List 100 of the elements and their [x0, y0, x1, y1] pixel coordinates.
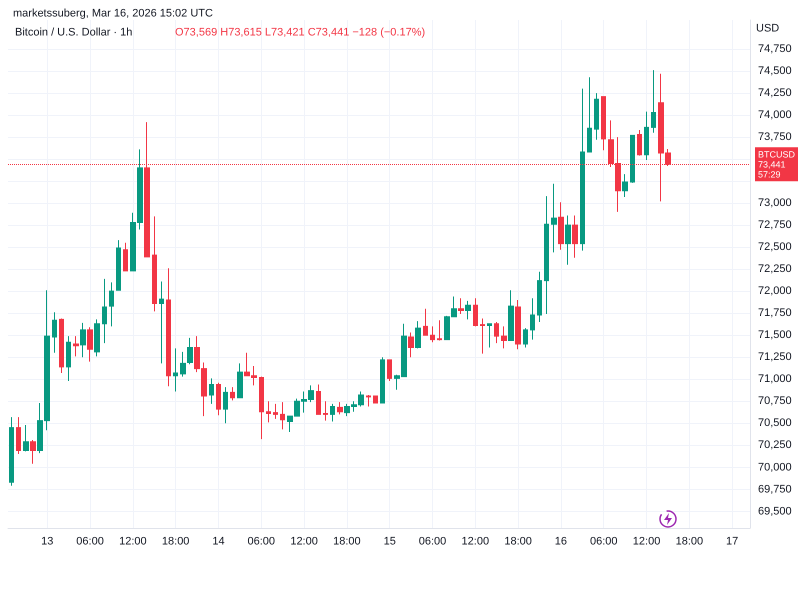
candlestick — [159, 280, 164, 364]
candlestick — [565, 214, 571, 266]
candlestick — [230, 386, 235, 401]
y-tick-label: 72,500 — [758, 241, 792, 254]
candlestick — [580, 88, 585, 252]
candlestick — [166, 268, 171, 387]
x-tick-label: 16 — [554, 536, 568, 548]
y-tick-label: 72,000 — [758, 285, 792, 298]
candlestick — [437, 320, 442, 341]
y-tick-label: 74,500 — [758, 65, 792, 78]
candlestick — [80, 322, 86, 358]
x-tick-label: 18:00 — [676, 536, 704, 548]
y-tick-label: 71,500 — [758, 329, 792, 342]
y-tick-label: 70,750 — [758, 395, 792, 408]
x-tick-label: 12:00 — [119, 536, 147, 548]
text: Bitcoin / U.S. Dollar · 1h — [15, 26, 132, 38]
candlestick — [330, 403, 335, 422]
candlestick — [94, 318, 100, 357]
candlestick — [180, 351, 186, 378]
candlestick — [23, 424, 29, 452]
y-tick-label: 74,000 — [758, 109, 792, 122]
candlestick — [458, 298, 464, 315]
candlestick — [16, 416, 21, 455]
y-tick-label: 74,750 — [758, 43, 792, 56]
candlestick — [259, 376, 264, 440]
candlestick — [209, 378, 214, 404]
x-tick-label: 18:00 — [504, 536, 532, 548]
candlestick — [551, 183, 557, 253]
candlestick — [73, 336, 79, 357]
x-tick-label: 13 — [41, 536, 54, 548]
candlestick — [594, 92, 599, 140]
y-tick-label: 74,250 — [758, 87, 792, 100]
y-tick-label: 73,000 — [758, 197, 792, 210]
candlestick — [30, 439, 36, 464]
candlestick — [9, 416, 14, 486]
candlestick — [387, 359, 392, 382]
x-tick-label: 12:00 — [462, 536, 490, 548]
candlestick — [109, 282, 114, 327]
candlestick — [123, 242, 128, 272]
candlestick — [601, 96, 606, 151]
ref-line-label: BTCUSD 73,441 57:29 — [758, 149, 796, 180]
candlestick — [66, 336, 71, 382]
y-tick-label: 72,250 — [758, 263, 792, 276]
y-tick-label: 70,250 — [758, 439, 792, 452]
candlestick — [52, 312, 57, 354]
x-tick-label: 18:00 — [162, 536, 190, 548]
y-tick-label: 71,250 — [758, 351, 792, 364]
candlestick — [544, 196, 549, 315]
candlestick — [537, 271, 542, 322]
candlestick — [465, 300, 471, 320]
candlestick — [587, 76, 592, 153]
y-tick-label: 69,750 — [758, 483, 792, 496]
candlestick — [501, 326, 507, 349]
x-tick-label: 06:00 — [418, 536, 446, 548]
candlestick — [280, 402, 285, 430]
candlestick — [323, 400, 328, 422]
candlestick — [408, 332, 414, 358]
candlestick — [366, 394, 371, 408]
y-axis-title: USD — [756, 22, 780, 34]
y-tick-label: 73,750 — [758, 131, 792, 144]
candlestick — [373, 395, 378, 404]
candlestick — [415, 320, 421, 349]
x-tick-label: 06:00 — [248, 536, 276, 548]
x-tick-label: 17 — [726, 536, 738, 548]
text: marketssuberg, Mar 16, 2026 15:02 UTC — [13, 8, 213, 20]
candlestick — [572, 214, 578, 258]
candlestick — [515, 299, 521, 350]
candlestick — [523, 328, 528, 348]
candlestick — [237, 362, 243, 398]
candlestick — [558, 202, 564, 250]
x-tick-label: 06:00 — [76, 536, 104, 548]
candlestick — [316, 384, 321, 415]
candlestick — [187, 337, 193, 365]
candlestick — [216, 382, 221, 416]
candlestick — [651, 70, 656, 134]
candlestick — [487, 323, 492, 348]
x-tick-label: 18:00 — [333, 536, 361, 548]
text: O73,569 H73,615 L73,421 C73,441 −128 (−0.17%) — [175, 26, 426, 38]
candlestick — [116, 240, 121, 291]
candlestick — [430, 326, 435, 343]
x-tick-label: 12:00 — [632, 536, 660, 548]
candlestick — [508, 290, 514, 341]
candlestick — [630, 134, 635, 184]
candlestick — [494, 321, 499, 344]
candlestick — [273, 403, 278, 420]
candlestick — [223, 386, 228, 424]
candlestick — [644, 111, 649, 160]
y-tick-label: 69,500 — [758, 505, 792, 518]
candlestick — [87, 326, 93, 362]
x-tick-label: 06:00 — [590, 536, 618, 548]
candlestick — [530, 298, 535, 340]
y-tick-label: 72,750 — [758, 219, 792, 232]
y-tick-label: 71,750 — [758, 307, 792, 320]
x-tick-label: 14 — [212, 536, 225, 548]
candlestick — [473, 298, 478, 327]
candlestick — [637, 130, 642, 156]
candlestick — [102, 278, 107, 344]
candlestick — [423, 308, 428, 336]
x-tick-label: 15 — [384, 536, 396, 548]
y-tick-label: 70,000 — [758, 461, 792, 474]
